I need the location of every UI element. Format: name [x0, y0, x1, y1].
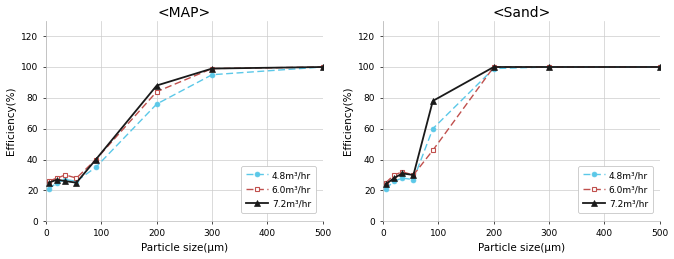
6.0m³/hr	[398, 170, 406, 174]
7.2m³/hr	[398, 172, 406, 175]
Line: 7.2m³/hr: 7.2m³/hr	[383, 64, 663, 187]
7.2m³/hr	[72, 181, 80, 184]
Y-axis label: Efficiency(%): Efficiency(%)	[342, 87, 353, 155]
7.2m³/hr	[656, 66, 664, 69]
Line: 4.8m³/hr: 4.8m³/hr	[47, 64, 326, 191]
4.8m³/hr	[92, 166, 100, 169]
7.2m³/hr	[390, 176, 398, 179]
4.8m³/hr	[61, 178, 69, 181]
4.8m³/hr	[490, 67, 498, 70]
7.2m³/hr	[153, 84, 161, 87]
4.8m³/hr	[53, 181, 61, 184]
7.2m³/hr	[429, 99, 437, 103]
4.8m³/hr	[409, 178, 417, 181]
6.0m³/hr	[61, 174, 69, 177]
7.2m³/hr	[61, 179, 69, 183]
Legend: 4.8m³/hr, 6.0m³/hr, 7.2m³/hr: 4.8m³/hr, 6.0m³/hr, 7.2m³/hr	[578, 166, 652, 213]
6.0m³/hr	[153, 90, 161, 93]
7.2m³/hr	[490, 66, 498, 69]
7.2m³/hr	[92, 158, 100, 161]
4.8m³/hr	[208, 73, 216, 76]
4.8m³/hr	[398, 176, 406, 179]
4.8m³/hr	[72, 179, 80, 183]
7.2m³/hr	[44, 181, 53, 184]
X-axis label: Particle size(μm): Particle size(μm)	[478, 243, 565, 254]
4.8m³/hr	[656, 66, 664, 69]
6.0m³/hr	[381, 181, 390, 184]
7.2m³/hr	[381, 183, 390, 186]
6.0m³/hr	[53, 176, 61, 179]
Title: <Sand>: <Sand>	[492, 5, 551, 20]
Line: 7.2m³/hr: 7.2m³/hr	[46, 64, 326, 185]
Y-axis label: Efficiency(%): Efficiency(%)	[5, 87, 16, 155]
6.0m³/hr	[319, 66, 327, 69]
4.8m³/hr	[381, 187, 390, 190]
7.2m³/hr	[53, 178, 61, 181]
Legend: 4.8m³/hr, 6.0m³/hr, 7.2m³/hr: 4.8m³/hr, 6.0m³/hr, 7.2m³/hr	[241, 166, 315, 213]
4.8m³/hr	[44, 187, 53, 190]
7.2m³/hr	[409, 174, 417, 177]
6.0m³/hr	[656, 66, 664, 69]
6.0m³/hr	[44, 179, 53, 183]
Title: <MAP>: <MAP>	[158, 5, 211, 20]
6.0m³/hr	[409, 174, 417, 177]
6.0m³/hr	[490, 66, 498, 69]
7.2m³/hr	[545, 66, 553, 69]
6.0m³/hr	[72, 176, 80, 179]
4.8m³/hr	[153, 103, 161, 106]
Line: 6.0m³/hr: 6.0m³/hr	[384, 64, 663, 185]
6.0m³/hr	[92, 158, 100, 161]
4.8m³/hr	[545, 66, 553, 69]
4.8m³/hr	[390, 179, 398, 183]
Line: 6.0m³/hr: 6.0m³/hr	[47, 64, 326, 184]
7.2m³/hr	[208, 67, 216, 70]
6.0m³/hr	[390, 174, 398, 177]
4.8m³/hr	[429, 127, 437, 130]
Line: 4.8m³/hr: 4.8m³/hr	[384, 64, 663, 191]
4.8m³/hr	[319, 66, 327, 69]
6.0m³/hr	[545, 66, 553, 69]
6.0m³/hr	[208, 67, 216, 70]
6.0m³/hr	[429, 149, 437, 152]
7.2m³/hr	[319, 66, 327, 69]
X-axis label: Particle size(μm): Particle size(μm)	[141, 243, 228, 254]
